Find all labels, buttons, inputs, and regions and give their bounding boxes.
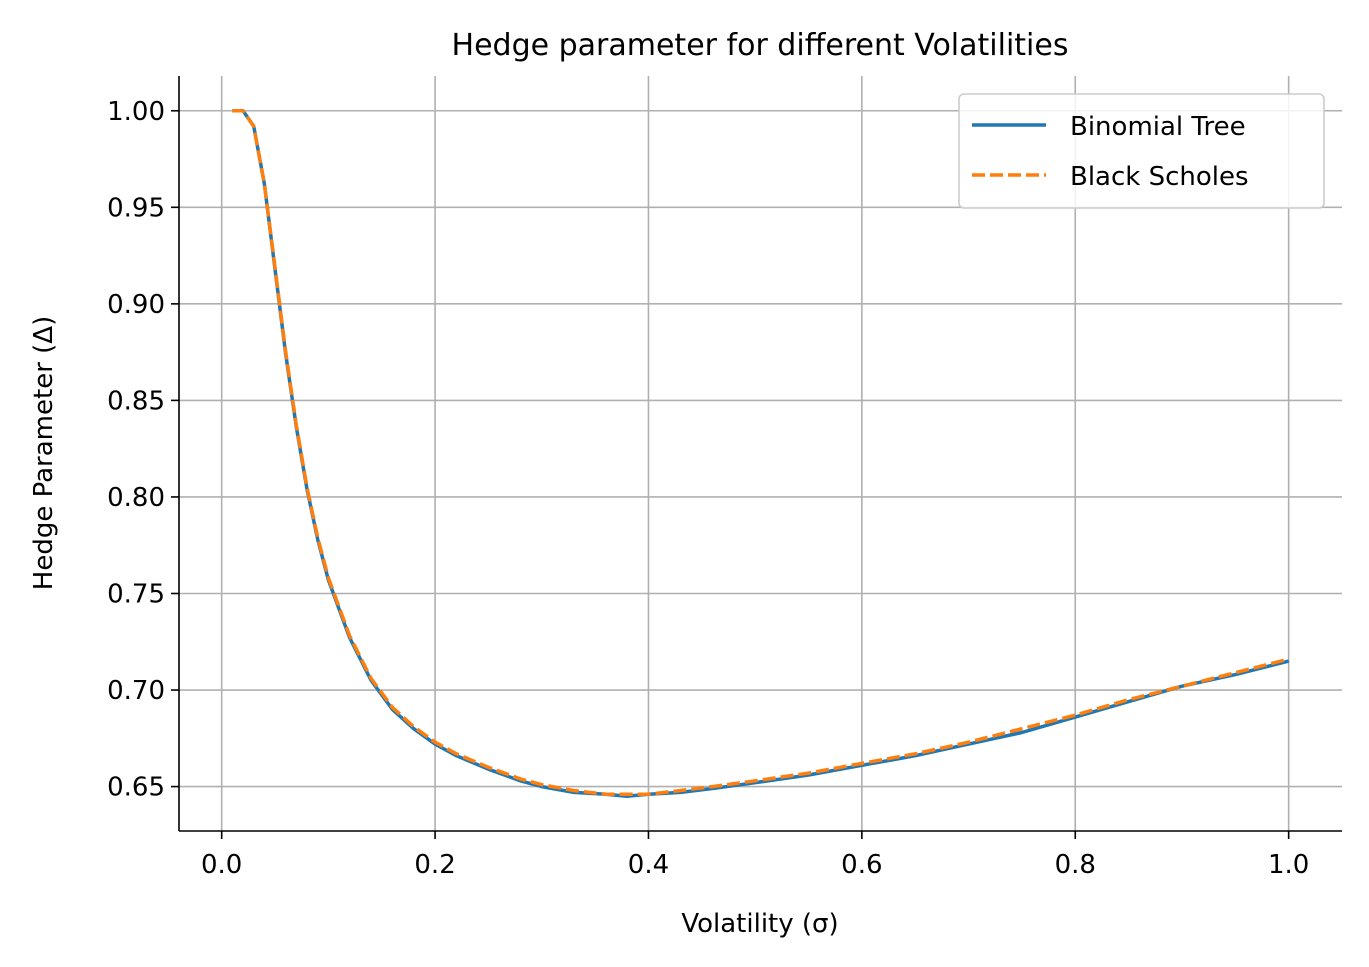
- series-line-binomial-tree: [232, 109, 1290, 798]
- y-tick-label: 0.95: [107, 193, 165, 223]
- chart-title: Hedge parameter for different Volatiliti…: [452, 28, 1069, 63]
- plot-lines: [232, 109, 1290, 798]
- x-tick-label: 0.0: [201, 850, 242, 880]
- legend-label-binomial-tree: Binomial Tree: [1070, 112, 1246, 142]
- y-tick-label: 0.80: [107, 483, 165, 513]
- y-tick-label: 0.70: [107, 676, 165, 706]
- legend: Binomial Tree Black Scholes: [958, 93, 1325, 209]
- y-axis-ticks: 0.65 0.70 0.75 0.80 0.85 0.90 0.95 1.00: [107, 97, 179, 803]
- y-tick-label: 0.85: [107, 386, 165, 416]
- legend-label-black-scholes: Black Scholes: [1070, 162, 1249, 192]
- x-tick-label: 0.8: [1055, 850, 1096, 880]
- y-tick-label: 0.65: [107, 773, 165, 803]
- x-tick-label: 0.4: [628, 850, 669, 880]
- x-tick-label: 0.2: [414, 850, 455, 880]
- y-tick-label: 0.90: [107, 290, 165, 320]
- x-tick-label: 1.0: [1268, 850, 1309, 880]
- x-axis-ticks: 0.0 0.2 0.4 0.6 0.8 1.0: [201, 831, 1309, 880]
- legend-box: [958, 93, 1325, 209]
- x-axis-label: Volatility (σ): [681, 909, 838, 939]
- series-line-black-scholes: [232, 109, 1290, 797]
- y-tick-label: 1.00: [107, 97, 165, 127]
- y-tick-label: 0.75: [107, 579, 165, 609]
- x-tick-label: 0.6: [841, 850, 882, 880]
- y-axis-label: Hedge Parameter (Δ): [29, 316, 59, 590]
